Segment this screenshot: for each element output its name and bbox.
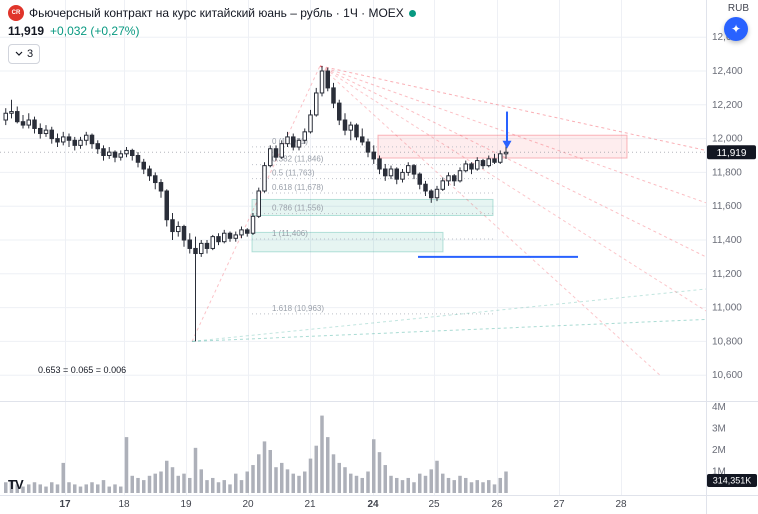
svg-text:25: 25 (428, 499, 440, 510)
candlestick-series (3, 65, 509, 342)
symbol-logo-icon[interactable]: CR (8, 5, 24, 21)
grid-lines (0, 0, 706, 495)
price-badge: 11,919 (707, 145, 756, 160)
tradingview-logo[interactable]: TV (8, 477, 24, 492)
time-axis[interactable]: 17 18 19 20 21 24 25 26 27 28 (59, 499, 627, 510)
object-tree-button[interactable]: 3 (8, 43, 41, 64)
price-axis[interactable]: 12,60012,40012,20012,00011,80011,60011,4… (712, 32, 743, 477)
svg-text:3M: 3M (712, 424, 726, 435)
volume-badge: 314,351K (707, 474, 757, 487)
axis-currency-label: RUB (727, 3, 749, 14)
svg-text:4M: 4M (712, 402, 726, 413)
svg-text:10,800: 10,800 (712, 336, 743, 347)
symbol-header: CR Фьючерсный контракт на курс китайский… (8, 4, 416, 64)
svg-text:11,200: 11,200 (712, 269, 742, 280)
svg-text:26: 26 (491, 499, 503, 510)
measurement-annotation[interactable]: 0.653 = 0.065 = 0.006 (38, 365, 127, 375)
object-count: 3 (27, 47, 34, 60)
chevron-down-icon (15, 51, 23, 56)
svg-text:11,800: 11,800 (712, 167, 742, 178)
svg-text:17: 17 (59, 499, 71, 510)
svg-text:12,200: 12,200 (712, 100, 743, 111)
svg-text:20: 20 (242, 499, 254, 510)
svg-text:28: 28 (615, 499, 627, 510)
svg-text:11,400: 11,400 (712, 235, 742, 246)
svg-text:10,600: 10,600 (712, 370, 743, 381)
fib-retracement[interactable]: 0 (11,951) 0.382 (11,846) 0.5 (11,763) 0.61… (252, 137, 493, 315)
svg-text:18: 18 (118, 499, 130, 510)
demand-zone-1[interactable] (251, 198, 494, 216)
svg-text:12,000: 12,000 (712, 134, 743, 145)
svg-text:1 (11,406): 1 (11,406) (272, 229, 308, 238)
sparkle-icon: ✦ (730, 22, 742, 36)
svg-text:0.5 (11,763): 0.5 (11,763) (272, 169, 315, 178)
svg-text:11,600: 11,600 (712, 201, 742, 212)
svg-text:2M: 2M (712, 445, 726, 456)
svg-text:0.618 (11,678): 0.618 (11,678) (272, 183, 324, 192)
quick-action-button[interactable]: ✦ (724, 17, 748, 41)
arrow-drawing[interactable] (502, 111, 512, 149)
trend-lines[interactable] (191, 65, 707, 376)
volume-series (4, 415, 508, 493)
svg-text:19: 19 (180, 499, 192, 510)
market-status-dot[interactable] (408, 9, 416, 17)
last-price: 11,919 (8, 24, 45, 38)
svg-text:24: 24 (367, 499, 379, 510)
svg-text:11,000: 11,000 (712, 303, 742, 314)
svg-text:0.786 (11,556): 0.786 (11,556) (272, 204, 324, 213)
drawing-zones[interactable] (251, 134, 628, 253)
svg-text:314,351K: 314,351K (713, 476, 752, 486)
svg-text:0.382 (11,846): 0.382 (11,846) (272, 155, 324, 164)
svg-text:21: 21 (304, 499, 316, 510)
symbol-title[interactable]: Фьючерсный контракт на курс китайский юа… (29, 6, 404, 20)
svg-text:11,919: 11,919 (717, 148, 747, 159)
svg-text:27: 27 (553, 499, 565, 510)
svg-text:12,400: 12,400 (712, 66, 743, 77)
price-change: +0,032 (+0,27%) (50, 24, 140, 38)
svg-text:1.618 (10,963): 1.618 (10,963) (272, 304, 324, 313)
demand-zone-2[interactable] (251, 231, 444, 253)
svg-text:1M: 1M (712, 467, 726, 478)
svg-text:0 (11,951): 0 (11,951) (272, 137, 308, 146)
